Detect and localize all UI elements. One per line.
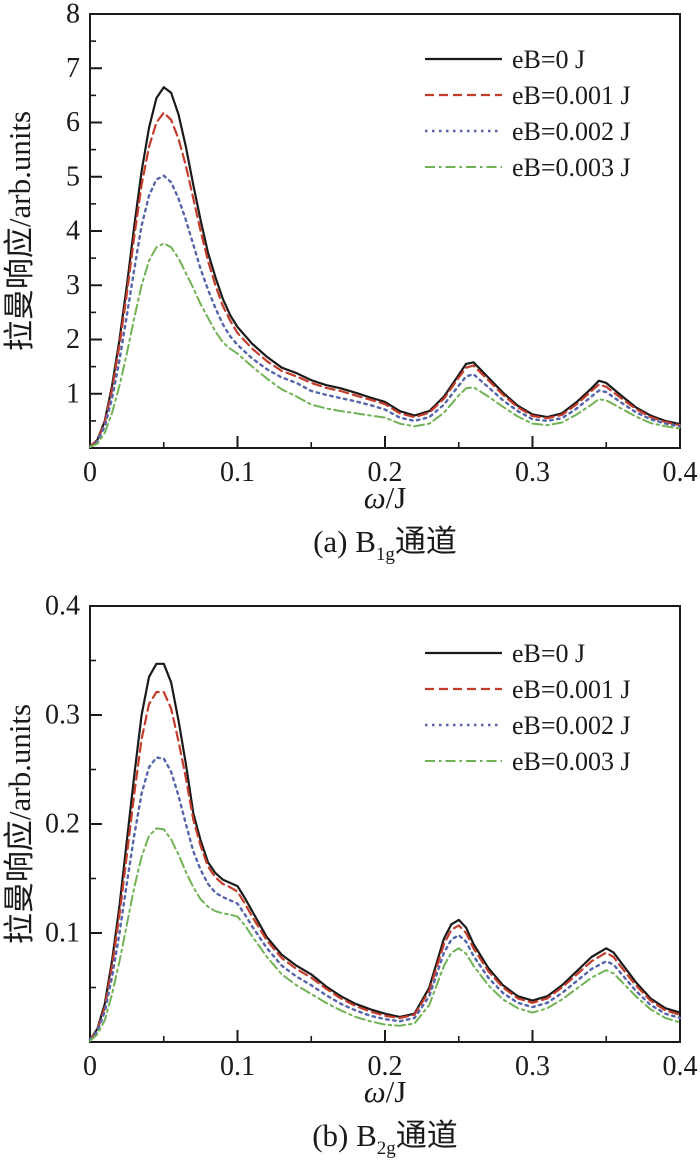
legend: eB=0 J eB=0.001 J eB=0.002 J eB=0.003 J — [425, 45, 631, 182]
y-tick-label: 4 — [66, 216, 80, 247]
x-tick-label: 0.1 — [220, 1051, 255, 1082]
x-tick-label: 0.1 — [220, 457, 255, 488]
plot-border — [89, 605, 681, 1043]
axis-ticks — [89, 40, 681, 448]
legend-label: eB=0 J — [512, 45, 585, 74]
x-tick-label: 0.4 — [663, 1051, 698, 1082]
x-tick-label: 0.3 — [515, 1051, 550, 1082]
x-axis-label: ω/J — [364, 1074, 407, 1109]
series-line-eb-0-002-j — [88, 174, 682, 449]
legend-label: eB=0.001 J — [512, 81, 631, 110]
series-line-eb-0-001-j — [88, 111, 682, 448]
x-tick-label: 0 — [83, 457, 97, 488]
y-tick-label: 0.4 — [45, 591, 80, 622]
series-line-eb-0-j — [88, 662, 682, 1041]
legend: eB=0 J eB=0.001 J eB=0.002 J eB=0.003 J — [425, 639, 631, 776]
y-tick-label: 2 — [66, 324, 80, 355]
y-tick-label: 0.3 — [45, 700, 80, 731]
series-line-eb-0-003-j — [89, 827, 681, 1042]
series-line-eb-0-003-j — [89, 242, 681, 448]
y-axis-label: 拉曼响应/arb.units — [2, 704, 37, 944]
legend-label: eB=0.001 J — [512, 675, 631, 704]
legend-label: eB=0.003 J — [512, 153, 631, 182]
y-tick-label: 3 — [66, 270, 80, 301]
legend-label: eB=0.002 J — [512, 117, 631, 146]
y-tick-label: 1 — [66, 378, 80, 409]
panel-caption: (b) B2g通道 — [312, 1118, 458, 1159]
series-line-eb-0-j — [88, 86, 682, 448]
x-tick-label: 0.2 — [368, 1051, 403, 1082]
y-tick-label: 8 — [66, 0, 80, 30]
x-tick-label: 0.4 — [663, 457, 698, 488]
series-line-eb-0-001-j — [88, 691, 682, 1041]
legend-label: eB=0.002 J — [512, 711, 631, 740]
x-tick-label: 0.3 — [515, 457, 550, 488]
plot-border — [89, 13, 681, 449]
panel-caption: (a) B1g通道 — [313, 524, 457, 565]
y-tick-label: 0.2 — [45, 809, 80, 840]
y-tick-label: 0.1 — [45, 918, 80, 949]
legend-label: eB=0.003 J — [512, 747, 631, 776]
y-axis-label: 拉曼响应/arb.units — [2, 111, 37, 351]
y-tick-label: 5 — [66, 161, 80, 192]
series-line-eb-0-002-j — [88, 756, 682, 1041]
x-tick-label: 0 — [83, 1051, 97, 1082]
y-tick-label: 6 — [66, 107, 80, 138]
x-axis-label: ω/J — [364, 480, 407, 515]
panel-b-chart: 0 0.1 0.2 0.3 0.4 0.1 0.2 0.3 0.4 eB=0 J eB=0.001 … — [2, 591, 698, 1160]
legend-label: eB=0 J — [512, 639, 585, 668]
y-tick-label: 7 — [66, 53, 80, 84]
x-tick-label: 0.2 — [368, 457, 403, 488]
